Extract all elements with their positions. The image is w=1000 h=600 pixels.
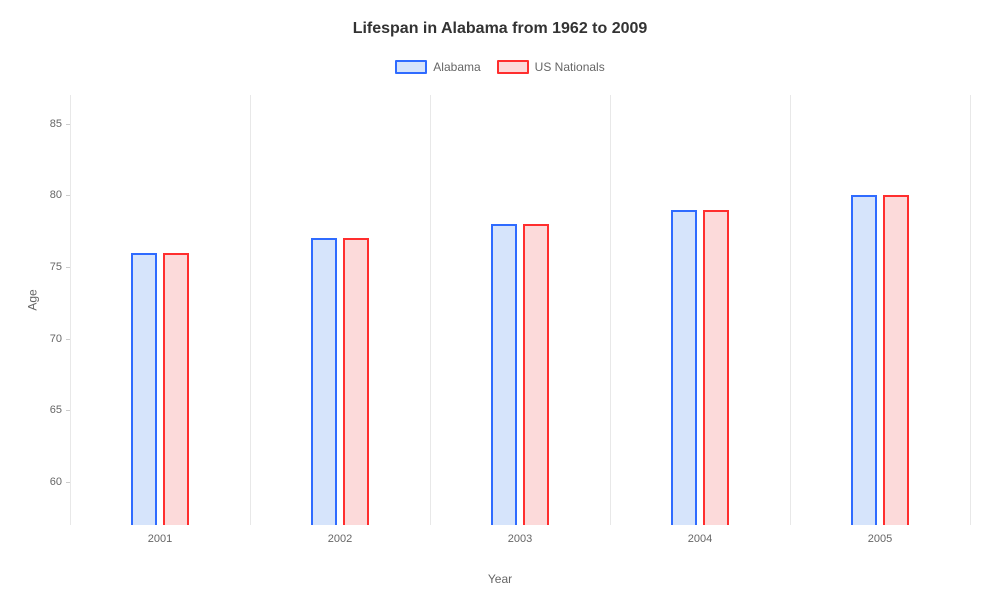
bar	[343, 238, 369, 525]
legend-item-usnationals: US Nationals	[497, 60, 605, 74]
legend-swatch-alabama	[395, 60, 427, 74]
y-tick-mark	[66, 267, 70, 268]
x-tick-label: 2001	[148, 533, 172, 545]
x-tick-label: 2002	[328, 533, 352, 545]
grid-line-v	[790, 95, 791, 525]
y-tick-label: 60	[50, 476, 62, 488]
x-axis-label: Year	[488, 572, 512, 586]
bar	[311, 238, 337, 525]
y-axis-label: Age	[26, 289, 40, 310]
y-tick-mark	[66, 410, 70, 411]
y-tick-label: 80	[50, 189, 62, 201]
y-tick-label: 65	[50, 404, 62, 416]
y-tick-label: 75	[50, 261, 62, 273]
bar	[491, 224, 517, 525]
chart-title: Lifespan in Alabama from 1962 to 2009	[0, 0, 1000, 38]
legend-swatch-usnationals	[497, 60, 529, 74]
y-tick-mark	[66, 195, 70, 196]
y-tick-label: 85	[50, 118, 62, 130]
y-tick-mark	[66, 482, 70, 483]
grid-line-v	[430, 95, 431, 525]
bar	[131, 253, 157, 525]
legend-label-usnationals: US Nationals	[535, 60, 605, 74]
bar	[163, 253, 189, 525]
legend: Alabama US Nationals	[0, 60, 1000, 74]
plot-area: 60657075808520012002200320042005	[70, 95, 970, 525]
x-tick-label: 2005	[868, 533, 892, 545]
bar	[703, 210, 729, 525]
bar	[523, 224, 549, 525]
grid-line-v	[250, 95, 251, 525]
grid-line-v	[970, 95, 971, 525]
y-tick-label: 70	[50, 333, 62, 345]
bar	[671, 210, 697, 525]
bar	[883, 195, 909, 525]
legend-item-alabama: Alabama	[395, 60, 480, 74]
y-tick-mark	[66, 124, 70, 125]
x-tick-label: 2003	[508, 533, 532, 545]
legend-label-alabama: Alabama	[433, 60, 480, 74]
y-tick-mark	[66, 339, 70, 340]
chart-container: Lifespan in Alabama from 1962 to 2009 Al…	[0, 0, 1000, 600]
grid-line-v	[70, 95, 71, 525]
grid-line-v	[610, 95, 611, 525]
bar	[851, 195, 877, 525]
x-tick-label: 2004	[688, 533, 712, 545]
